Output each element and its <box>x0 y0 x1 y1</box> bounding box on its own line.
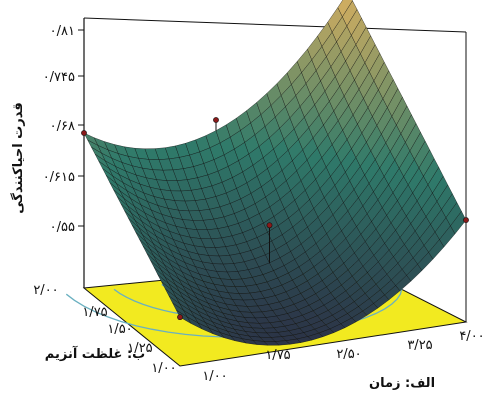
response-surface <box>83 0 467 346</box>
y-tick-2: ۱/۵۰ <box>107 322 132 337</box>
x-axis-ticks: ۱/۰۰ ۱/۷۵ ۲/۵۰ ۳/۲۵ ۴/۰۰ <box>202 329 484 384</box>
y-tick-0: ۱/۰۰ <box>151 361 176 376</box>
design-point-5 <box>266 222 273 229</box>
z-tick-2: ۰/۶۸ <box>50 119 75 134</box>
y-axis-label: ب: غلظت آنزیم <box>45 345 145 362</box>
z-tick-0: ۰/۵۵ <box>50 220 75 235</box>
design-point-3 <box>177 314 183 321</box>
design-point-0 <box>81 130 87 136</box>
x-tick-4: ۴/۰۰ <box>459 329 484 344</box>
frame-top-edge <box>83 17 467 33</box>
z-axis-ticks: ۰/۸۱ ۰/۷۴۵ ۰/۶۸ ۰/۶۱۵ ۰/۵۵ <box>43 24 84 235</box>
design-points <box>81 117 469 321</box>
x-tick-0: ۱/۰۰ <box>202 369 227 384</box>
surface-cell <box>450 210 467 235</box>
x-tick-3: ۳/۲۵ <box>407 338 432 353</box>
z-tick-3: ۰/۷۴۵ <box>43 70 75 85</box>
x-tick-1: ۱/۷۵ <box>265 348 290 363</box>
y-tick-4: ۲/۰۰ <box>33 283 58 298</box>
y-axis-ticks: ۲/۰۰ ۱/۷۵ ۱/۵۰ ۱/۲۵ ۱/۰۰ <box>33 283 176 376</box>
z-tick-4: ۰/۸۱ <box>50 24 75 39</box>
z-axis-label: قدرت احیاکنندگی <box>10 102 26 214</box>
y-tick-3: ۱/۷۵ <box>82 305 107 320</box>
y-tick-1: ۱/۲۵ <box>127 341 152 356</box>
x-axis-label: الف: زمان <box>369 376 435 391</box>
design-point-2 <box>463 217 469 223</box>
x-tick-2: ۲/۵۰ <box>336 347 361 362</box>
design-point-4 <box>213 117 219 123</box>
z-tick-1: ۰/۶۱۵ <box>43 170 75 185</box>
